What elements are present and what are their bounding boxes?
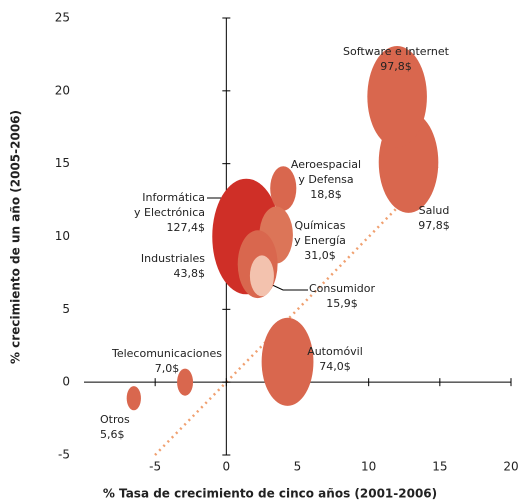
bubble-label: Informática [142,191,205,204]
bubble-label: Salud [419,204,450,217]
y-tick-label: 25 [55,11,70,25]
x-tick-label: 20 [503,460,518,474]
leader-line [267,282,308,291]
value-label: 97,8$ [418,219,450,232]
bubble-label: Otros [100,413,130,426]
y-tick-label: 20 [55,83,70,97]
x-axis-title: % Tasa de crecimiento de cinco años (200… [103,487,437,501]
value-label: 43,8$ [174,267,206,280]
bubble [261,317,314,406]
bubble [249,255,274,297]
value-label: 18,8$ [310,188,342,201]
bubble-label: Aeroespacial [291,158,361,171]
bubble-label: Software e Internet [343,45,450,58]
value-label: 7,0$ [155,362,180,375]
y-tick-label: 15 [55,156,70,170]
value-label: 5,6$ [100,428,125,441]
y-tick-label: -5 [58,448,70,462]
value-label: 127,4$ [167,221,206,234]
bubble-label: Automóvil [307,345,363,358]
x-tick-label: -5 [149,460,161,474]
bubble [126,386,141,411]
x-tick-label: 10 [361,460,376,474]
bubble-label: Químicas [295,219,346,232]
y-axis-title: % crecimiento de un año (2005-2006) [9,110,23,364]
y-tick-label: 10 [55,229,70,243]
bubble [177,368,194,396]
value-label: 74,0$ [319,360,351,373]
bubble-label: Industriales [141,252,205,265]
value-label: 31,0$ [304,249,336,262]
bubble [367,46,427,148]
bubble-label: y Electrónica [134,206,205,219]
bubble-label: Consumidor [309,282,376,295]
x-tick-label: 0 [223,460,231,474]
bubble-label: y Defensa [298,173,353,186]
y-tick-label: 5 [62,302,70,316]
y-tick-label: 0 [62,375,70,389]
x-tick-label: 15 [432,460,447,474]
x-tick-label: 5 [294,460,302,474]
bubble-label: y Energía [294,234,346,247]
bubble-label: Telecomunicaciones [111,347,222,360]
value-label: 97,8$ [380,60,412,73]
value-label: 15,9$ [326,297,358,310]
reference-line [154,163,441,456]
bubble [270,166,297,211]
